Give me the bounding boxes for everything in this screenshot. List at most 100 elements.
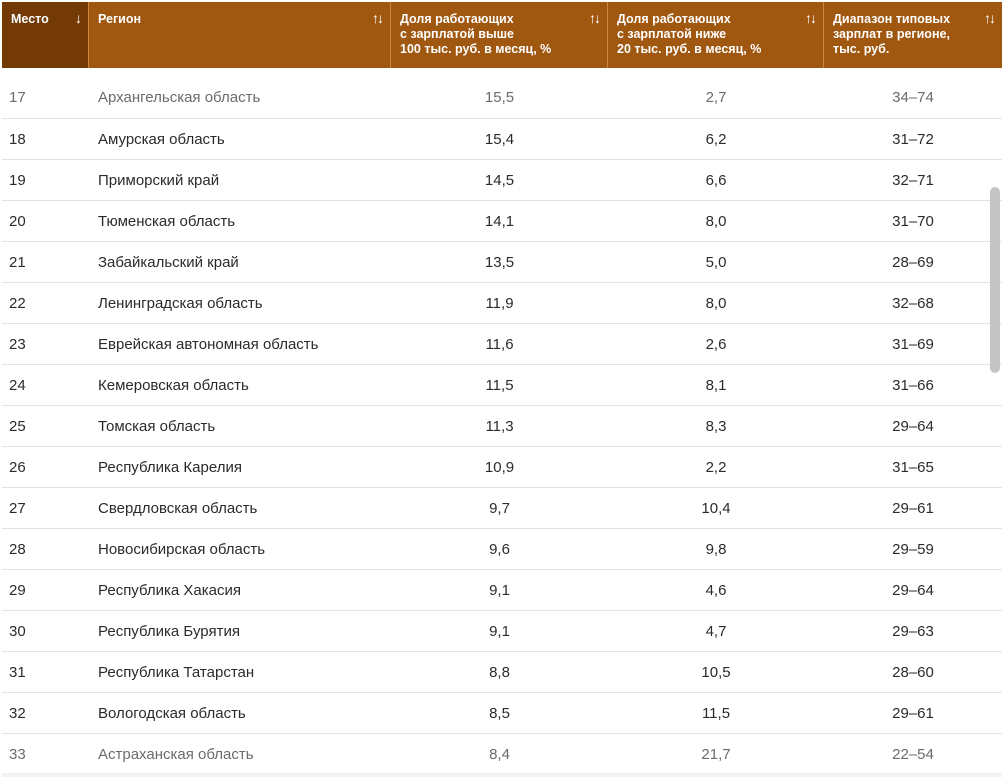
- vertical-scrollbar[interactable]: [990, 187, 1000, 373]
- rank-cell: 28: [9, 540, 26, 558]
- rank-cell: 27: [9, 499, 26, 517]
- range-cell: 32–71: [892, 171, 934, 189]
- region-cell: Республика Бурятия: [98, 622, 240, 640]
- table-row: 28 Новосибирская область 9,6 9,8 29–59: [2, 529, 1002, 570]
- header-line: тыс. руб.: [833, 42, 890, 56]
- header-line: Доля работающих: [617, 12, 731, 26]
- region-cell: Тюменская область: [98, 212, 236, 230]
- range-cell: 31–72: [892, 130, 934, 148]
- share-low-cell: 5,0: [705, 253, 727, 271]
- table-body[interactable]: 17 Архангельская область 15,5 2,7 34–74 …: [2, 68, 1002, 773]
- share-low-cell: 8,1: [705, 376, 727, 394]
- region-cell: Ленинградская область: [98, 294, 263, 312]
- region-cell: Вологодская область: [98, 704, 246, 722]
- column-header-label: Диапазон типовых зарплат в регионе, тыс.…: [833, 12, 994, 57]
- rank-cell: 17: [9, 88, 26, 106]
- region-cell: Томская область: [98, 417, 216, 435]
- share-low-cell: 10,5: [701, 663, 731, 681]
- share-high-cell: 9,7: [489, 499, 510, 517]
- column-header-label: Место: [11, 12, 49, 26]
- table-row: 21 Забайкальский край 13,5 5,0 28–69: [2, 242, 1002, 283]
- header-line: Доля работающих: [400, 12, 514, 26]
- sort-icon[interactable]: ↑↓: [372, 10, 384, 26]
- share-low-cell: 8,0: [705, 294, 727, 312]
- table-row: 33 Астраханская область 8,4 21,7 22–54: [2, 734, 1002, 773]
- share-high-cell: 11,9: [485, 294, 514, 312]
- table-row: 20 Тюменская область 14,1 8,0 31–70: [2, 201, 1002, 242]
- column-header-label: Доля работающих с зарплатой ниже 20 тыс.…: [617, 12, 815, 57]
- sort-icon[interactable]: ↑↓: [805, 10, 817, 26]
- range-cell: 29–61: [892, 499, 934, 517]
- header-line: с зарплатой ниже: [617, 27, 727, 41]
- range-cell: 29–59: [892, 540, 934, 558]
- region-cell: Свердловская область: [98, 499, 258, 517]
- rank-cell: 31: [9, 663, 26, 681]
- region-cell: Республика Карелия: [98, 458, 242, 476]
- rank-cell: 32: [9, 704, 26, 722]
- table-row: 30 Республика Бурятия 9,1 4,7 29–63: [2, 611, 1002, 652]
- table-row: 18 Амурская область 15,4 6,2 31–72: [2, 119, 1002, 160]
- rank-cell: 20: [9, 212, 26, 230]
- share-high-cell: 8,8: [489, 663, 510, 681]
- share-high-cell: 9,1: [489, 622, 510, 640]
- region-cell: Кемеровская область: [98, 376, 249, 394]
- column-header-range[interactable]: Диапазон типовых зарплат в регионе, тыс.…: [824, 2, 1002, 68]
- share-low-cell: 2,7: [705, 88, 727, 106]
- region-cell: Республика Хакасия: [98, 581, 242, 599]
- column-header-rank[interactable]: Место ↓: [2, 2, 89, 68]
- share-high-cell: 14,5: [484, 171, 515, 189]
- table-row: 23 Еврейская автономная область 11,6 2,6…: [2, 324, 1002, 365]
- share-high-cell: 9,1: [489, 581, 510, 599]
- range-cell: 28–69: [892, 253, 934, 271]
- share-high-cell: 13,5: [484, 253, 515, 271]
- share-low-cell: 8,3: [705, 417, 727, 435]
- share-low-cell: 4,7: [705, 622, 727, 640]
- header-line: Диапазон типовых: [833, 12, 951, 26]
- share-high-cell: 9,6: [489, 540, 510, 558]
- column-header-label: Регион: [98, 12, 142, 26]
- header-line: зарплат в регионе,: [833, 27, 950, 41]
- rank-cell: 18: [9, 130, 26, 148]
- sort-desc-icon[interactable]: ↓: [75, 10, 82, 26]
- region-cell: Архангельская область: [98, 88, 261, 106]
- region-cell: Республика Татарстан: [98, 663, 255, 681]
- table-row: 32 Вологодская область 8,5 11,5 29–61: [2, 693, 1002, 734]
- sort-icon[interactable]: ↑↓: [589, 10, 601, 26]
- share-low-cell: 8,0: [705, 212, 727, 230]
- range-cell: 32–68: [892, 294, 934, 312]
- share-low-cell: 10,4: [701, 499, 731, 517]
- range-cell: 34–74: [892, 88, 934, 106]
- column-header-share-high[interactable]: Доля работающих с зарплатой выше 100 тыс…: [391, 2, 608, 68]
- table-row: 19 Приморский край 14,5 6,6 32–71: [2, 160, 1002, 201]
- header-line: с зарплатой выше: [400, 27, 514, 41]
- region-cell: Приморский край: [98, 171, 220, 189]
- range-cell: 29–61: [892, 704, 934, 722]
- range-cell: 31–69: [892, 335, 934, 353]
- sort-icon[interactable]: ↑↓: [984, 10, 996, 26]
- header-line: 20 тыс. руб. в месяц, %: [617, 42, 762, 56]
- range-cell: 31–65: [892, 458, 934, 476]
- range-cell: 31–70: [892, 212, 934, 230]
- rank-cell: 30: [9, 622, 26, 640]
- table-row: 29 Республика Хакасия 9,1 4,6 29–64: [2, 570, 1002, 611]
- rank-cell: 19: [9, 171, 26, 189]
- rank-cell: 22: [9, 294, 26, 312]
- share-low-cell: 21,7: [701, 745, 731, 763]
- share-low-cell: 2,2: [705, 458, 727, 476]
- table-bottom-edge: [2, 773, 1002, 777]
- share-low-cell: 11,5: [701, 704, 731, 722]
- rank-cell: 21: [9, 253, 26, 271]
- share-low-cell: 6,2: [705, 130, 727, 148]
- range-cell: 22–54: [892, 745, 934, 763]
- column-header-region[interactable]: Регион ↑↓: [89, 2, 391, 68]
- range-cell: 28–60: [892, 663, 934, 681]
- table-row: 27 Свердловская область 9,7 10,4 29–61: [2, 488, 1002, 529]
- column-header-label: Доля работающих с зарплатой выше 100 тыс…: [400, 12, 599, 57]
- table-row: 22 Ленинградская область 11,9 8,0 32–68: [2, 283, 1002, 324]
- rank-cell: 25: [9, 417, 26, 435]
- region-cell: Амурская область: [98, 130, 225, 148]
- share-high-cell: 14,1: [484, 212, 515, 230]
- column-header-share-low[interactable]: Доля работающих с зарплатой ниже 20 тыс.…: [608, 2, 824, 68]
- table-header: Место ↓ Регион ↑↓ Доля работающих с зарп…: [2, 2, 1002, 68]
